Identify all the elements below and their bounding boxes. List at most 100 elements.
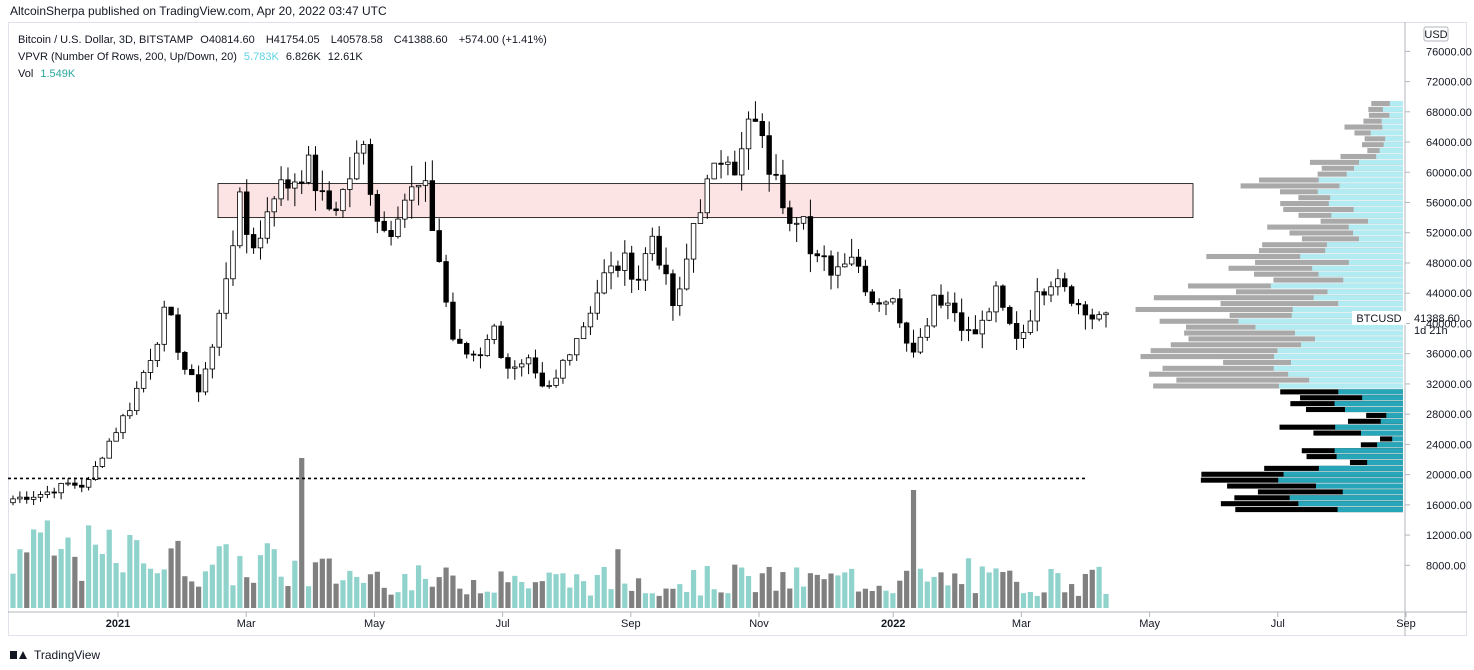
volume-bar [333,583,339,608]
legend-vpvr-down: 6.826K [285,51,321,63]
candle-body [106,440,112,459]
candle-body [780,174,786,209]
volume-bar [814,574,820,608]
volume-bar [106,529,112,608]
time-axis[interactable]: 2021 Mar May Jul Sep Nov 2022 Mar May Jul Sep [106,612,1416,630]
volume-bar [319,558,325,608]
candle-body [793,222,800,225]
candle-body [965,329,972,332]
candle-body [134,387,140,412]
candle-body [512,366,518,369]
volume-bar [642,593,649,608]
volume-profile-up-row [1367,459,1403,466]
volume-bar [1041,592,1047,608]
volume-bar [732,564,738,608]
candle-body [285,179,291,189]
volume-bar [560,573,566,608]
candle-body [17,496,23,500]
x-tick-label: Sep [621,618,641,630]
candle-body [587,312,594,328]
countdown-value: 1d 21h [1414,325,1448,337]
volume-profile-up-row [1300,253,1403,260]
footer-brand-text: TradingView [34,648,101,662]
volume-profile-row [1289,230,1403,236]
volume-bar [684,591,690,608]
volume-profile-up-row [1288,371,1403,377]
currency-badge[interactable]: USD [1423,26,1449,42]
candle-body [924,325,930,338]
volume-bar [1069,584,1075,608]
volume-profile-row [1170,342,1403,348]
volume-bar [629,590,635,608]
volume-profile-up-row [1353,206,1403,212]
volume-bar [189,581,195,608]
volume-bar [959,584,965,608]
volume-bar [161,569,167,608]
candle-body [415,184,422,188]
candle-body [10,498,16,504]
candle-body [917,336,924,353]
candle-body [402,199,408,220]
volume-profile-up-row [1362,395,1403,401]
volume-profile-up-row [1334,401,1403,407]
y-tick-label: 48000.00 [1426,258,1472,270]
candle-body [539,372,546,387]
legend-symbol[interactable]: Bitcoin / U.S. Dollar, 3D, BITSTAMP [18,34,194,46]
candle-body [622,252,628,271]
y-tick-label: 12000.00 [1426,530,1472,542]
volume-profile-up-row [1382,106,1403,112]
volume-profile-row [1309,159,1403,165]
x-tick-label: Jul [1271,618,1285,630]
volume-bar [395,592,401,608]
volume-bar [745,576,752,608]
candle-body [429,180,436,231]
volume-bar [924,581,930,608]
legend-vpvr-label[interactable]: VPVR (Number Of Rows, 200, Up/Down, 20) [18,51,237,63]
volume-profile-up-row [1335,424,1403,430]
volume-profile-up-row [1290,359,1403,365]
volume-bar [264,543,270,608]
volume-profile-row [1220,301,1403,307]
volume-bar [175,540,181,608]
volume-bar [429,586,435,608]
candle-body [931,294,937,327]
candle-body [498,325,504,358]
legend-change: +574.00 (+1.41%) [458,34,547,46]
volume-bar [876,585,882,608]
volume-bar [979,566,985,608]
volume-bar [807,573,814,608]
volume-bar [484,591,490,608]
candle-body [450,301,456,340]
volume-profile-up-row [1376,153,1403,160]
candle-body [1089,314,1095,320]
volume-bar [312,562,319,608]
volume-profile-row [1344,124,1403,130]
x-tick-label: May [364,618,385,630]
volume-profile-row [1240,183,1403,189]
legend-c-label: C [393,34,402,46]
candle-body [560,359,566,379]
candle-body [388,230,394,238]
legend-vol-label[interactable]: Vol [18,68,34,80]
volume-bar [257,555,264,608]
candle-body [1096,314,1102,320]
candle-body [677,288,683,307]
volume-bar [436,577,442,608]
volume-profile-up-row [1343,277,1403,283]
volume-bar [512,575,518,608]
volume-profile-row [1176,377,1403,383]
candle-body [1000,285,1006,308]
candle-body [463,343,470,355]
legend-close: 41388.60 [401,34,448,46]
price-axis[interactable]: 76000.00 72000.00 68000.00 64000.00 60000.00… [1405,46,1472,572]
candle-body [1062,278,1068,288]
volume-profile-row [1153,295,1403,301]
candle-body [374,194,381,222]
candle-body [800,216,807,224]
volume-profile-row [1313,430,1403,436]
volume-profile-row [1235,507,1403,513]
volume-bar [292,560,298,608]
candle-body [697,212,704,224]
footer-brand[interactable]: TradingView [10,648,100,662]
